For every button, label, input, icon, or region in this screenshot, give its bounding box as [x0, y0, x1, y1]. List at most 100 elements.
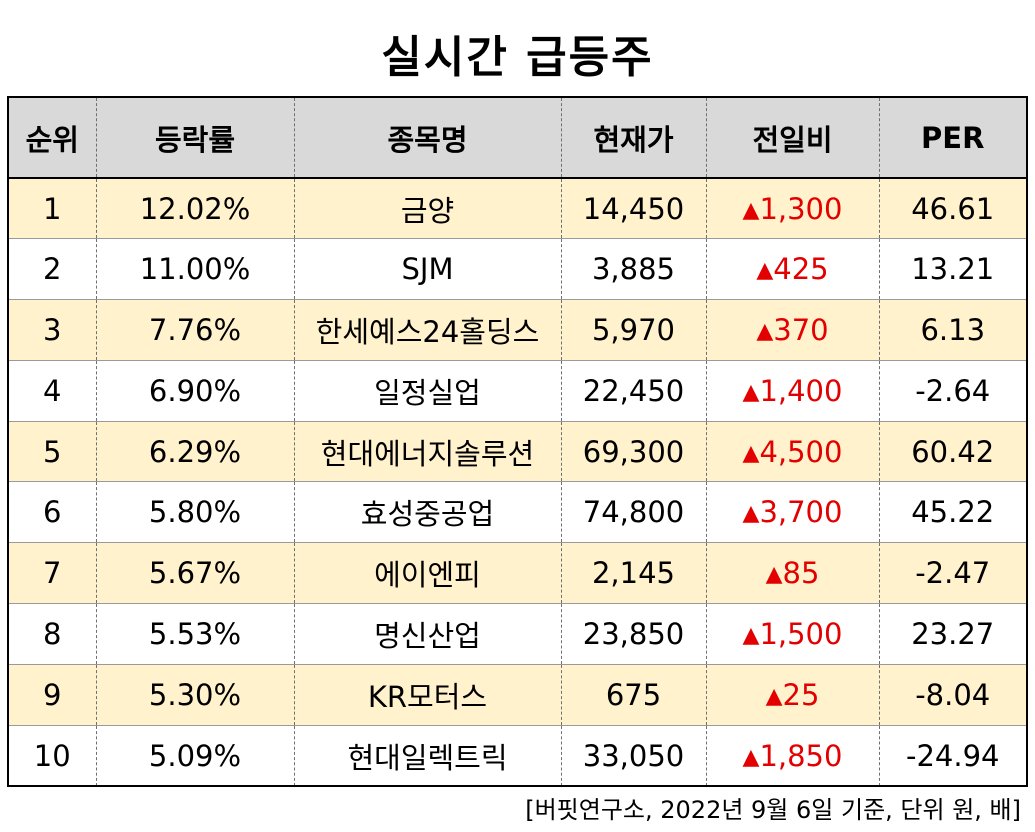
table-row: 1 12.02% 금양 14,450 ▲1,300 46.61 [9, 178, 1026, 239]
daily-change-cell: ▲85 [705, 542, 879, 604]
up-triangle-icon: ▲ [742, 622, 760, 648]
table-row: 7 5.67% 에이엔피 2,145 ▲85 -2.47 [9, 542, 1026, 604]
price-cell: 2,145 [560, 542, 706, 604]
stock-name-cell: 명신산업 [293, 603, 561, 665]
header-stock-name: 종목명 [293, 98, 561, 179]
daily-change-cell: ▲3,700 [705, 481, 879, 543]
rank-cell: 6 [9, 481, 96, 543]
per-cell: 46.61 [878, 178, 1026, 239]
header-current-price: 현재가 [560, 98, 706, 179]
header-daily-change: 전일비 [705, 98, 879, 179]
stock-name-cell: 효성중공업 [293, 481, 561, 543]
price-cell: 3,885 [560, 238, 706, 300]
daily-change-cell: ▲25 [705, 663, 879, 726]
per-cell: 60.42 [878, 420, 1026, 482]
daily-change-cell: ▲4,500 [705, 420, 879, 482]
rank-cell: 4 [9, 359, 96, 422]
rank-cell: 1 [9, 178, 96, 239]
change-rate-cell: 6.29% [95, 420, 294, 482]
daily-change-value: 370 [773, 312, 829, 347]
rank-cell: 2 [9, 238, 96, 300]
header-change-rate: 등락률 [95, 98, 294, 179]
rank-cell: 10 [9, 724, 96, 785]
rank-cell: 8 [9, 603, 96, 665]
price-cell: 675 [560, 663, 706, 726]
table-row: 3 7.76% 한세예스24홀딩스 5,970 ▲370 6.13 [9, 299, 1026, 361]
stock-table-container: 순위 등락률 종목명 현재가 전일비 PER 1 12.02% 금양 14,45… [7, 96, 1028, 787]
surging-stocks-table: 순위 등락률 종목명 현재가 전일비 PER 1 12.02% 금양 14,45… [9, 98, 1026, 785]
up-triangle-icon: ▲ [742, 501, 760, 527]
table-header-row: 순위 등락률 종목명 현재가 전일비 PER [9, 98, 1026, 179]
stock-name-cell: KR모터스 [293, 663, 561, 726]
per-cell: 13.21 [878, 238, 1026, 300]
header-per: PER [878, 98, 1026, 179]
table-row: 2 11.00% SJM 3,885 ▲425 13.21 [9, 238, 1026, 300]
stock-name-cell: 현대일렉트릭 [293, 724, 561, 785]
up-triangle-icon: ▲ [742, 379, 760, 405]
daily-change-value: 4,500 [759, 434, 843, 469]
up-triangle-icon: ▲ [765, 562, 783, 588]
change-rate-cell: 5.67% [95, 542, 294, 604]
per-cell: 45.22 [878, 481, 1026, 543]
rank-cell: 7 [9, 542, 96, 604]
stock-name-cell: 일정실업 [293, 359, 561, 422]
per-cell: 23.27 [878, 603, 1026, 665]
daily-change-cell: ▲425 [705, 238, 879, 300]
stock-name-cell: 에이엔피 [293, 542, 561, 604]
table-row: 9 5.30% KR모터스 675 ▲25 -8.04 [9, 663, 1026, 726]
daily-change-value: 85 [782, 556, 820, 591]
header-rank: 순위 [9, 98, 96, 179]
daily-change-value: 425 [773, 252, 829, 287]
daily-change-value: 25 [782, 677, 820, 712]
stock-name-cell: 현대에너지솔루션 [293, 420, 561, 482]
stock-name-cell: 한세예스24홀딩스 [293, 299, 561, 361]
up-triangle-icon: ▲ [742, 440, 760, 466]
up-triangle-icon: ▲ [742, 197, 760, 223]
per-cell: -24.94 [878, 724, 1026, 785]
daily-change-cell: ▲370 [705, 299, 879, 361]
daily-change-cell: ▲1,300 [705, 178, 879, 239]
price-cell: 33,050 [560, 724, 706, 785]
source-footnote: [버핏연구소, 2022년 9월 6일 기준, 단위 원, 배] [525, 796, 1021, 824]
change-rate-cell: 7.76% [95, 299, 294, 361]
table-row: 10 5.09% 현대일렉트릭 33,050 ▲1,850 -24.94 [9, 724, 1026, 785]
price-cell: 69,300 [560, 420, 706, 482]
table-row: 8 5.53% 명신산업 23,850 ▲1,500 23.27 [9, 603, 1026, 665]
rank-cell: 3 [9, 299, 96, 361]
daily-change-cell: ▲1,500 [705, 603, 879, 665]
change-rate-cell: 5.30% [95, 663, 294, 726]
change-rate-cell: 11.00% [95, 238, 294, 300]
change-rate-cell: 5.09% [95, 724, 294, 785]
rank-cell: 9 [9, 663, 96, 726]
change-rate-cell: 5.80% [95, 481, 294, 543]
per-cell: -8.04 [878, 663, 1026, 726]
per-cell: -2.47 [878, 542, 1026, 604]
table-row: 4 6.90% 일정실업 22,450 ▲1,400 -2.64 [9, 359, 1026, 422]
per-cell: 6.13 [878, 299, 1026, 361]
daily-change-value: 1,500 [759, 616, 843, 651]
change-rate-cell: 12.02% [95, 178, 294, 239]
price-cell: 5,970 [560, 299, 706, 361]
table-row: 5 6.29% 현대에너지솔루션 69,300 ▲4,500 60.42 [9, 420, 1026, 482]
stock-name-cell: SJM [293, 238, 561, 300]
daily-change-value: 1,300 [759, 191, 843, 226]
change-rate-cell: 5.53% [95, 603, 294, 665]
stock-name-cell: 금양 [293, 178, 561, 239]
price-cell: 14,450 [560, 178, 706, 239]
daily-change-value: 1,400 [759, 373, 843, 408]
per-cell: -2.64 [878, 359, 1026, 422]
up-triangle-icon: ▲ [756, 318, 774, 344]
up-triangle-icon: ▲ [765, 683, 783, 709]
daily-change-cell: ▲1,850 [705, 724, 879, 785]
up-triangle-icon: ▲ [742, 744, 760, 770]
daily-change-value: 3,700 [759, 495, 843, 530]
up-triangle-icon: ▲ [756, 258, 774, 284]
daily-change-cell: ▲1,400 [705, 359, 879, 422]
change-rate-cell: 6.90% [95, 359, 294, 422]
rank-cell: 5 [9, 420, 96, 482]
price-cell: 22,450 [560, 359, 706, 422]
page-title: 실시간 급등주 [381, 32, 654, 83]
table-row: 6 5.80% 효성중공업 74,800 ▲3,700 45.22 [9, 481, 1026, 543]
price-cell: 74,800 [560, 481, 706, 543]
price-cell: 23,850 [560, 603, 706, 665]
